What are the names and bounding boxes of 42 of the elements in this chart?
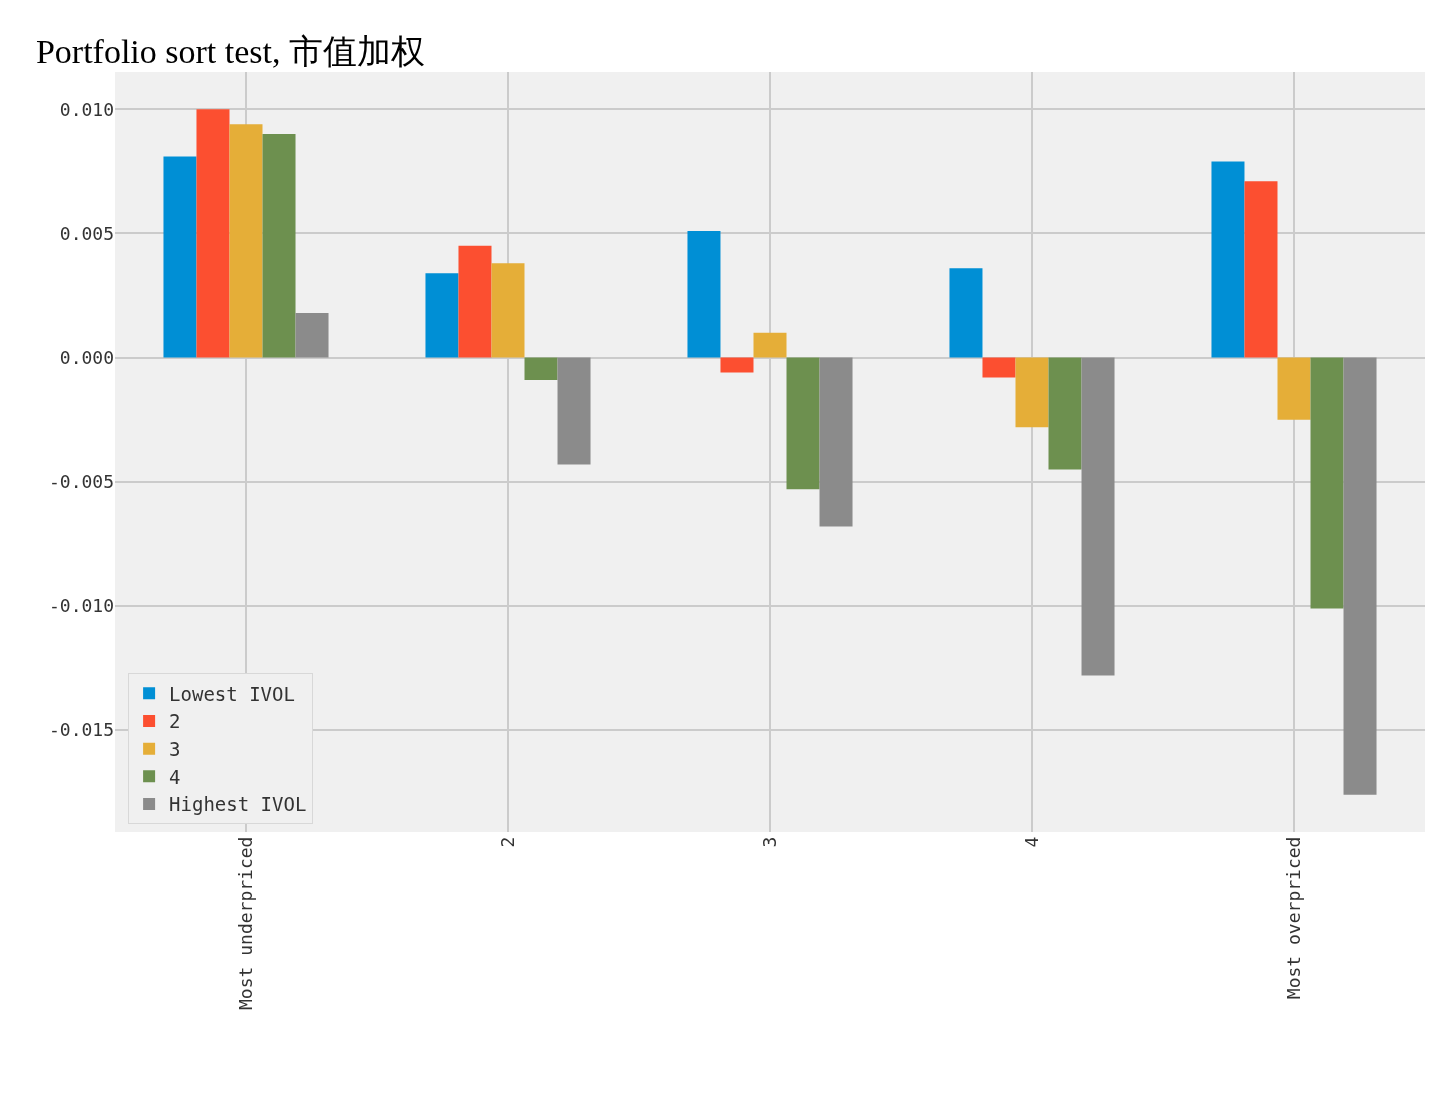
x-tick-label: 4 bbox=[1020, 836, 1042, 848]
x-tick-label: 2 bbox=[496, 836, 518, 848]
bar bbox=[163, 156, 197, 358]
bar bbox=[687, 230, 721, 358]
bar bbox=[819, 357, 853, 527]
x-tick-label: Most underpriced bbox=[234, 836, 256, 1010]
bar bbox=[949, 268, 983, 358]
bar bbox=[1211, 161, 1245, 358]
bar bbox=[1048, 357, 1082, 470]
legend-label: 4 bbox=[169, 765, 181, 788]
y-tick-label: 0.010 bbox=[59, 98, 114, 120]
y-tick-label: -0.010 bbox=[48, 595, 114, 617]
y-tick-label: 0.000 bbox=[59, 346, 114, 368]
bar bbox=[1343, 357, 1377, 795]
bar bbox=[262, 134, 296, 358]
legend-label: Highest IVOL bbox=[169, 793, 307, 816]
bar bbox=[720, 357, 754, 373]
bar bbox=[982, 357, 1016, 378]
bar bbox=[557, 357, 591, 465]
bar bbox=[1310, 357, 1344, 609]
bar bbox=[425, 273, 459, 358]
legend-label: 2 bbox=[169, 710, 181, 733]
chart-title: Portfolio sort test, 市值加权 bbox=[35, 32, 426, 70]
bar bbox=[1081, 357, 1115, 676]
x-tick-label: 3 bbox=[758, 836, 780, 848]
legend-label: Lowest IVOL bbox=[169, 682, 295, 705]
y-tick-label: -0.005 bbox=[48, 471, 114, 493]
legend-label: 3 bbox=[169, 738, 181, 761]
x-tick-label: Most overpriced bbox=[1282, 836, 1304, 1000]
bar bbox=[1244, 181, 1278, 358]
bar bbox=[491, 263, 525, 358]
y-tick-label: -0.015 bbox=[48, 719, 114, 741]
bar bbox=[524, 357, 558, 380]
bar bbox=[295, 312, 329, 358]
y-tick-label: 0.005 bbox=[59, 222, 114, 244]
bar bbox=[458, 245, 492, 358]
bar bbox=[753, 332, 787, 358]
bar bbox=[196, 109, 230, 358]
bar bbox=[1277, 357, 1311, 420]
bar bbox=[1015, 357, 1049, 428]
bar bbox=[786, 357, 820, 490]
bar bbox=[229, 124, 263, 358]
